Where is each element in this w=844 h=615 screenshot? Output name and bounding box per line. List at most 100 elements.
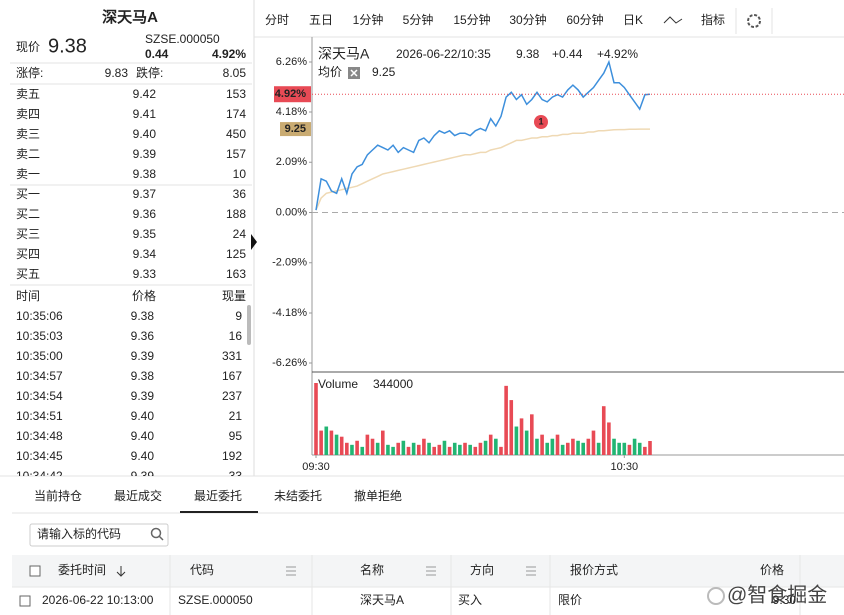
trade-price: 9.39: [131, 389, 155, 403]
volume-bar: [452, 442, 457, 455]
column-menu[interactable]: [526, 566, 536, 576]
trade-time: 10:34:57: [16, 369, 63, 383]
book-price: 9.41: [133, 107, 157, 121]
volume-bar: [519, 418, 524, 455]
period-tab[interactable]: 五日: [309, 13, 333, 27]
volume-bar: [478, 442, 483, 455]
trade-price: 9.40: [131, 429, 155, 443]
order-tab[interactable]: 最近成交: [114, 488, 162, 503]
indicator-tab: 指标: [701, 12, 725, 27]
period-tab[interactable]: 5分钟: [403, 12, 434, 27]
volume-bar: [442, 440, 447, 455]
line-style-icon[interactable]: [663, 16, 683, 24]
volume-bar: [355, 440, 359, 455]
y-tick-label: 2.09%: [276, 156, 307, 168]
trade-time: 10:34:54: [16, 389, 63, 403]
volume-bar: [586, 438, 591, 455]
volume-bar: [494, 438, 498, 455]
period-tab[interactable]: 分时: [265, 13, 289, 27]
book-volume: 10: [233, 167, 247, 181]
order-tab[interactable]: 未结委托: [274, 489, 322, 503]
volume-bar: [432, 446, 436, 455]
legend-pct: +4.92%: [597, 47, 638, 61]
legend-name: 深天马A: [318, 46, 370, 62]
volume-bar: [391, 446, 395, 455]
book-price: 9.34: [133, 247, 157, 261]
order-tab[interactable]: 当前持仓: [34, 488, 82, 503]
collapse-arrow[interactable]: [251, 234, 257, 250]
volume-bar: [555, 434, 560, 455]
settings-icon[interactable]: [747, 14, 761, 28]
y-tick-label: -6.26%: [272, 357, 307, 369]
volume-bar: [632, 438, 637, 455]
search-box[interactable]: [29, 523, 169, 547]
volume-bar: [329, 430, 334, 455]
trade-time: 10:34:42: [16, 469, 63, 483]
y-tick-label: 6.26%: [276, 56, 307, 68]
period-tab[interactable]: 15分钟: [453, 12, 490, 27]
trade-volume: 33: [229, 469, 243, 483]
limit-up-label: 涨停:: [16, 65, 43, 80]
trades-header: 价格: [132, 288, 156, 303]
x-tick-label: 10:30: [611, 461, 639, 473]
order-tab[interactable]: 撤单拒绝: [354, 488, 402, 503]
trade-time: 10:35:03: [16, 329, 63, 343]
trade-volume: 237: [222, 389, 242, 403]
row-checkbox[interactable]: [19, 595, 31, 607]
column-header: 委托时间: [58, 563, 106, 577]
scrollbar[interactable]: [247, 305, 251, 345]
order-tab[interactable]: 最近委托: [194, 489, 242, 503]
column-header: 报价方式: [570, 562, 618, 577]
book-price: 9.42: [133, 87, 157, 101]
column-menu[interactable]: [286, 566, 296, 576]
trades-header: 现量: [222, 289, 246, 303]
search-icon: [158, 535, 164, 541]
volume-bar: [345, 442, 349, 455]
volume-bar: [545, 442, 550, 455]
trade-volume: 192: [222, 449, 242, 463]
trade-volume: 167: [222, 369, 242, 383]
volume-bar: [375, 442, 380, 455]
period-tab[interactable]: 30分钟: [509, 12, 546, 27]
volume-bar: [334, 434, 339, 455]
volume-bar: [381, 430, 385, 455]
event-marker[interactable]: [534, 115, 548, 129]
price-line: [315, 59, 651, 211]
trade-price: 9.40: [131, 449, 155, 463]
volume-bar: [339, 436, 344, 455]
book-volume: 24: [233, 227, 247, 241]
column-menu[interactable]: [426, 566, 436, 576]
period-tab[interactable]: 60分钟: [566, 12, 603, 27]
book-volume: 163: [226, 267, 246, 281]
volume-bar: [365, 434, 370, 455]
period-tab[interactable]: 1分钟: [353, 12, 384, 27]
volume-bar: [648, 441, 652, 455]
volume-bar: [427, 442, 431, 455]
book-volume: 188: [226, 207, 246, 221]
volume-bar: [622, 442, 627, 455]
period-tab[interactable]: 日K: [623, 13, 643, 27]
volume-bar: [504, 385, 508, 455]
column-header: 方向: [470, 562, 494, 577]
volume-bar: [406, 446, 411, 455]
volume-bar: [483, 440, 488, 455]
volume-bar: [499, 446, 503, 455]
volume-bar: [601, 406, 606, 455]
trade-price: 9.39: [131, 349, 155, 363]
book-volume: 174: [226, 107, 246, 121]
book-price: 9.33: [133, 267, 157, 281]
volume-bar: [617, 442, 621, 455]
volume-bar: [540, 434, 544, 455]
trade-volume: 21: [229, 409, 243, 423]
volume-last: 344000: [373, 377, 413, 391]
legend-avg-value: 9.25: [372, 65, 396, 79]
volume-bar: [324, 426, 329, 455]
row-checkbox[interactable]: [29, 565, 41, 577]
current-price: 9.38: [48, 35, 87, 57]
sort-icon[interactable]: [116, 566, 126, 577]
x-tick-label: 09:30: [302, 461, 330, 473]
volume-bar: [468, 444, 472, 455]
volume-bar: [550, 438, 555, 455]
column-header: 名称: [360, 562, 384, 577]
